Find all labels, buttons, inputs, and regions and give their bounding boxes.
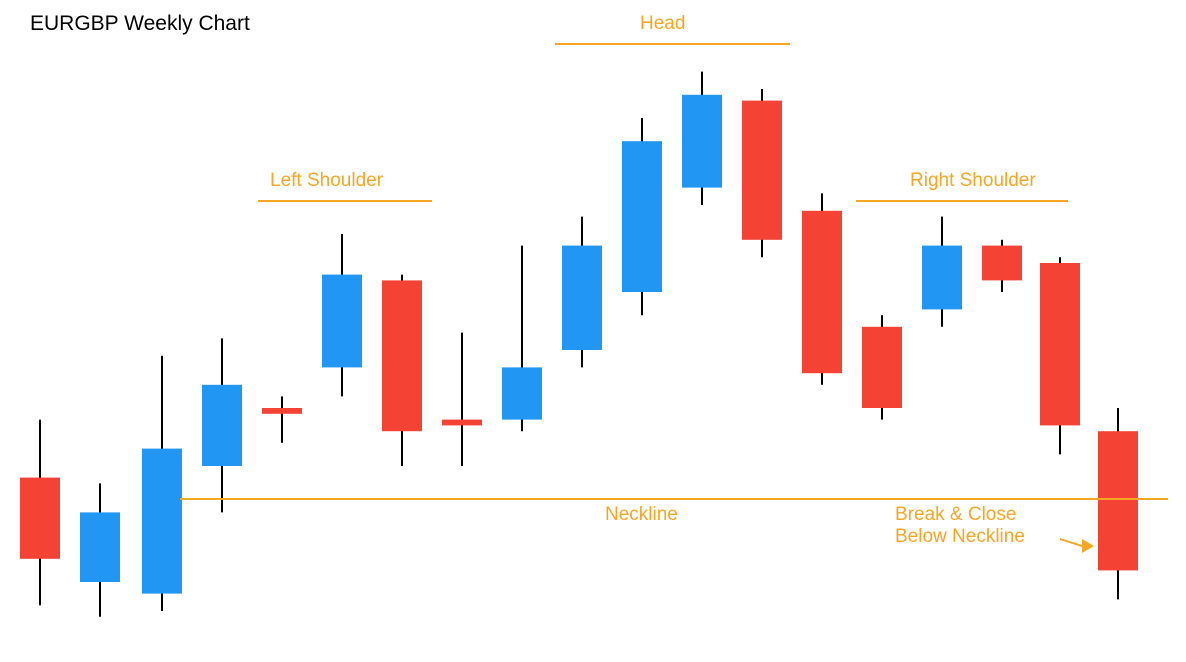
- break-close-label: Break & Close Below Neckline: [895, 504, 1025, 548]
- neckline-label: Neckline: [605, 504, 678, 526]
- right-shoulder-label: Right Shoulder: [910, 170, 1036, 192]
- right-shoulder-line: [856, 200, 1068, 202]
- candlestick-chart: [0, 0, 1186, 662]
- left-shoulder-label: Left Shoulder: [270, 170, 383, 192]
- head-label: Head: [640, 13, 685, 35]
- head-line: [555, 43, 790, 45]
- break-close-arrow-icon: [1055, 526, 1095, 550]
- neckline-line: [180, 498, 1168, 500]
- left-shoulder-line: [258, 200, 432, 202]
